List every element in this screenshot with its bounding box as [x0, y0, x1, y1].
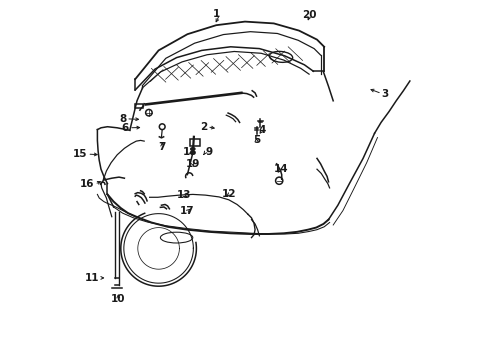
Text: 3: 3: [382, 89, 389, 99]
Text: 12: 12: [221, 189, 236, 199]
Text: 5: 5: [253, 135, 260, 145]
Text: 2: 2: [200, 122, 207, 132]
Text: 13: 13: [176, 190, 191, 200]
Text: 17: 17: [180, 206, 195, 216]
Text: 7: 7: [158, 141, 166, 152]
Text: 11: 11: [85, 273, 99, 283]
Text: 8: 8: [119, 114, 126, 124]
Text: 9: 9: [205, 147, 213, 157]
Text: 1: 1: [213, 9, 220, 19]
Text: 14: 14: [274, 164, 288, 174]
Text: 6: 6: [122, 123, 129, 133]
Text: 20: 20: [302, 10, 317, 20]
Text: 18: 18: [183, 147, 197, 157]
Text: 4: 4: [259, 125, 266, 135]
Text: 10: 10: [111, 294, 125, 304]
Text: 16: 16: [80, 179, 95, 189]
Bar: [190, 139, 200, 146]
Text: 15: 15: [73, 149, 87, 159]
Text: 19: 19: [186, 159, 200, 169]
